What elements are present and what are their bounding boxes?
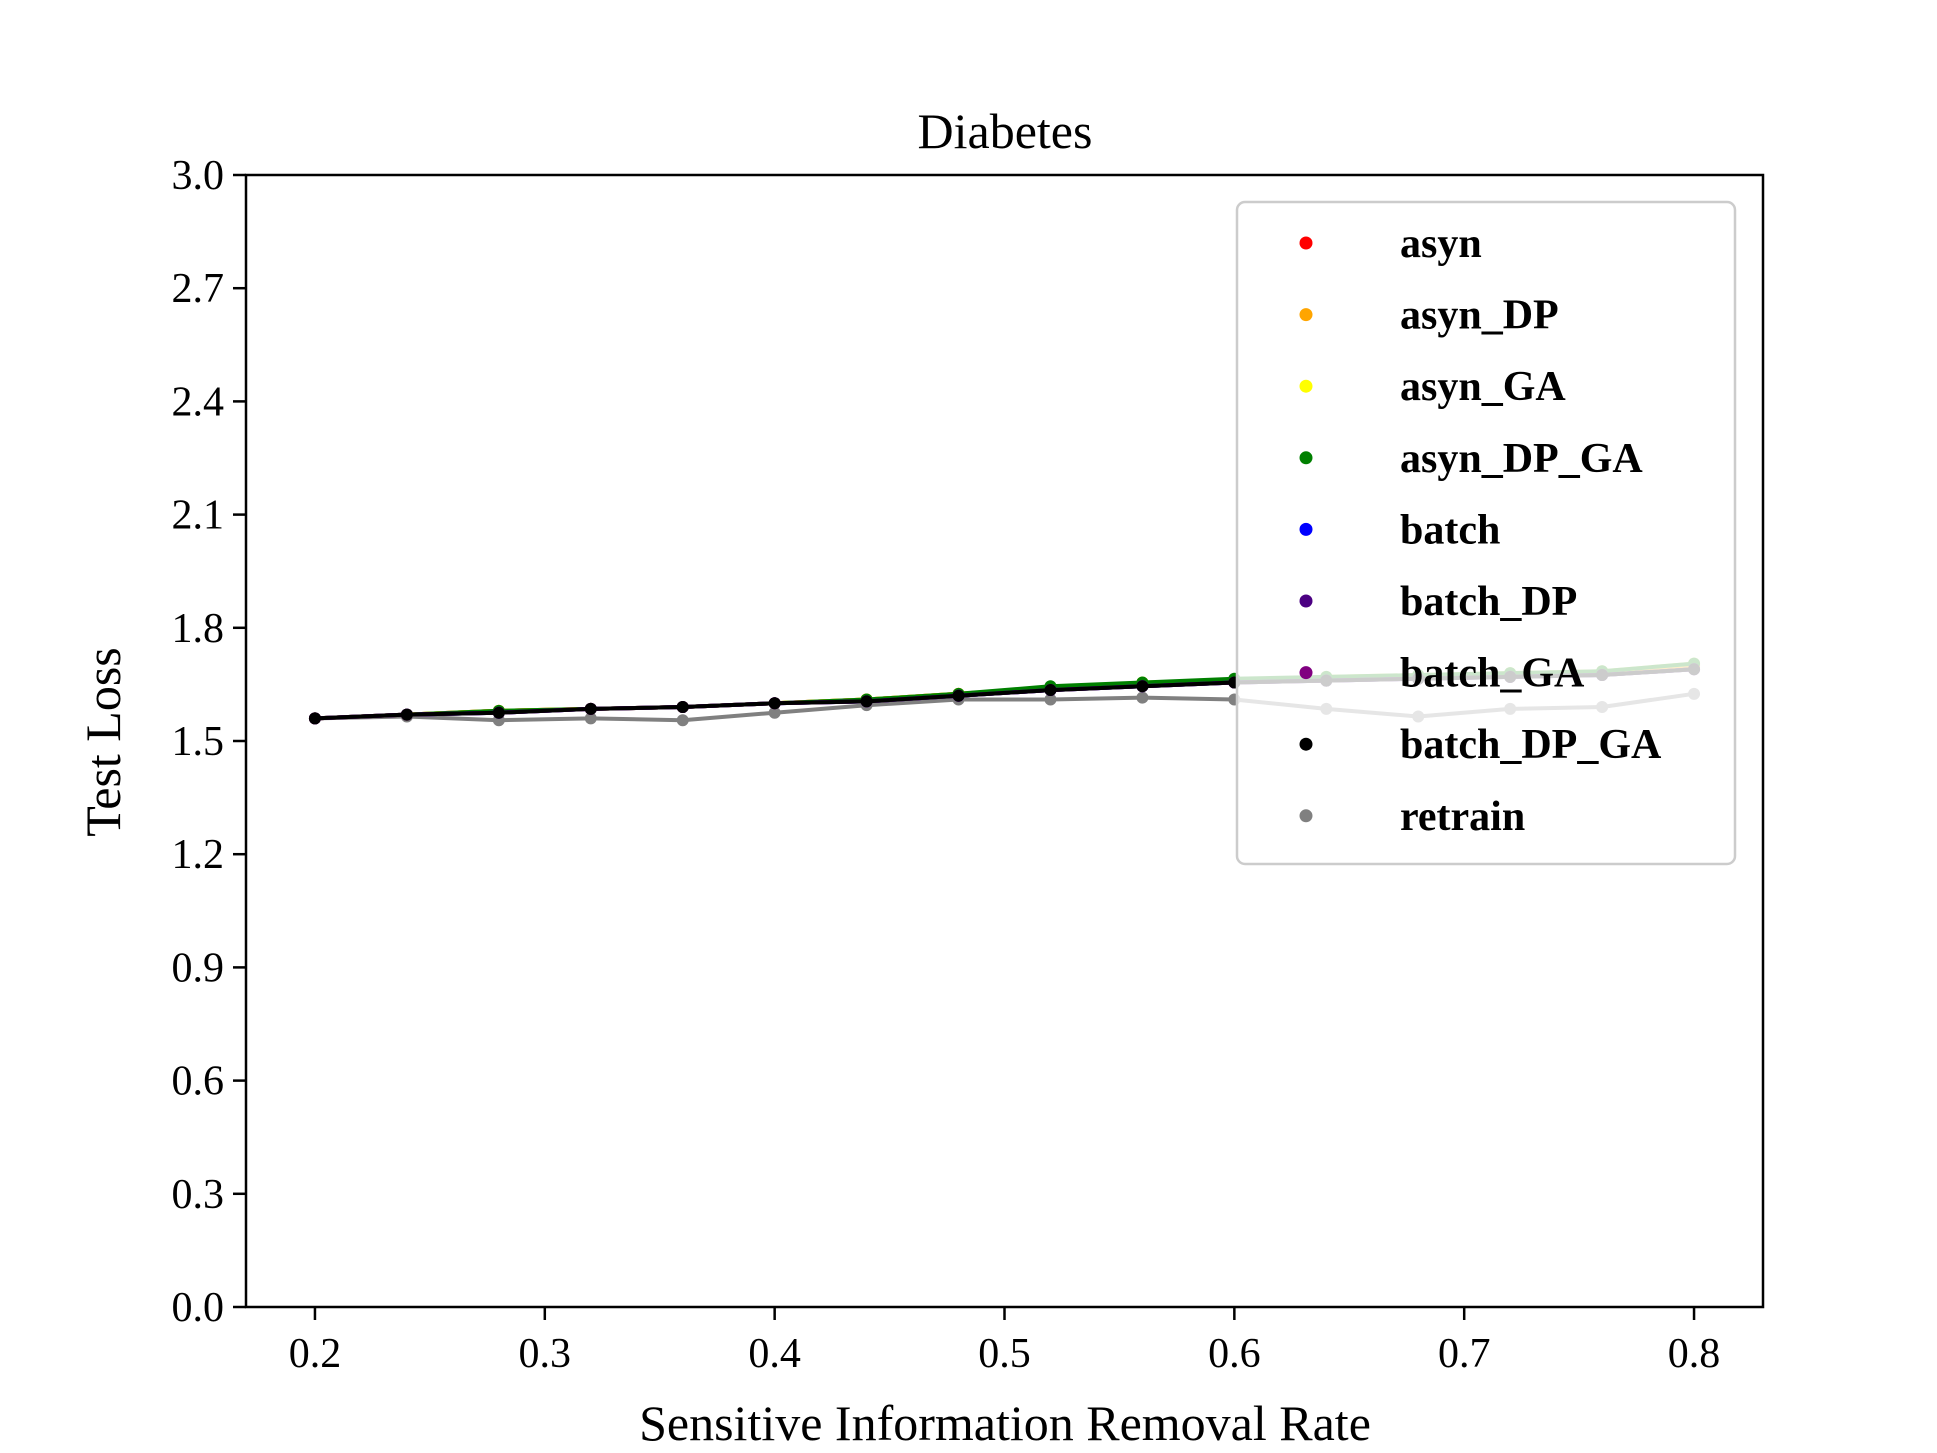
y-axis-label: Test Loss xyxy=(75,647,131,837)
x-axis: 0.2 0.3 0.4 0.5 0.6 0.7 0.8 xyxy=(289,1307,1721,1377)
legend-label: asyn_DP_GA xyxy=(1400,436,1643,482)
legend-marker xyxy=(1299,236,1313,250)
x-tick-label: 0.3 xyxy=(519,1331,572,1377)
y-tick-label: 1.2 xyxy=(172,832,225,878)
data-point xyxy=(952,689,965,702)
x-tick-label: 0.2 xyxy=(289,1331,342,1377)
x-tick-label: 0.8 xyxy=(1668,1331,1721,1377)
y-tick-label: 1.8 xyxy=(172,606,225,652)
legend-label: batch xyxy=(1400,507,1500,553)
x-tick-label: 0.4 xyxy=(748,1331,801,1377)
data-point xyxy=(676,701,689,714)
data-point xyxy=(1136,680,1149,693)
data-point xyxy=(308,712,321,725)
legend-marker xyxy=(1299,522,1313,536)
chart-title: Diabetes xyxy=(918,103,1093,159)
x-axis-label: Sensitive Information Removal Rate xyxy=(639,1395,1371,1451)
data-point xyxy=(492,706,505,719)
data-point xyxy=(1044,693,1057,706)
y-tick-label: 0.9 xyxy=(172,945,225,991)
legend-marker xyxy=(1299,594,1313,608)
data-point xyxy=(400,708,413,721)
legend-label: asyn xyxy=(1400,221,1482,267)
legend-marker xyxy=(1299,379,1313,393)
legend-label: batch_DP_GA xyxy=(1400,722,1662,768)
y-tick-label: 0.3 xyxy=(172,1172,225,1218)
x-tick-label: 0.7 xyxy=(1438,1331,1491,1377)
x-tick-label: 0.6 xyxy=(1208,1331,1261,1377)
legend-marker xyxy=(1299,737,1313,751)
data-point xyxy=(860,695,873,708)
data-point xyxy=(1136,691,1149,704)
legend-marker xyxy=(1299,308,1313,322)
data-point xyxy=(768,706,781,719)
data-point xyxy=(584,712,597,725)
y-tick-label: 2.7 xyxy=(172,266,225,312)
data-point xyxy=(676,714,689,727)
legend-label: batch_GA xyxy=(1400,651,1585,697)
y-tick-label: 0.0 xyxy=(172,1285,225,1331)
data-point xyxy=(768,697,781,710)
y-tick-label: 1.5 xyxy=(172,719,225,765)
legend-label: batch_DP xyxy=(1400,579,1577,625)
y-tick-label: 2.4 xyxy=(172,379,225,425)
data-point xyxy=(1044,684,1057,697)
legend-label: asyn_GA xyxy=(1400,364,1566,410)
y-tick-label: 2.1 xyxy=(172,493,225,539)
legend-box xyxy=(1235,200,1737,866)
y-axis: 0.0 0.3 0.6 0.9 1.2 1.5 1.8 2.1 2.4 2.7 3.0 xyxy=(172,153,246,1331)
legend-marker xyxy=(1299,666,1313,680)
legend-label: asyn_DP xyxy=(1400,293,1559,339)
legend-label: retrain xyxy=(1400,794,1525,840)
y-tick-label: 0.6 xyxy=(172,1059,225,1105)
x-tick-label: 0.5 xyxy=(978,1331,1031,1377)
legend-marker xyxy=(1299,809,1313,823)
legend-marker xyxy=(1299,451,1313,465)
y-tick-label: 3.0 xyxy=(172,153,225,199)
data-point xyxy=(584,702,597,715)
